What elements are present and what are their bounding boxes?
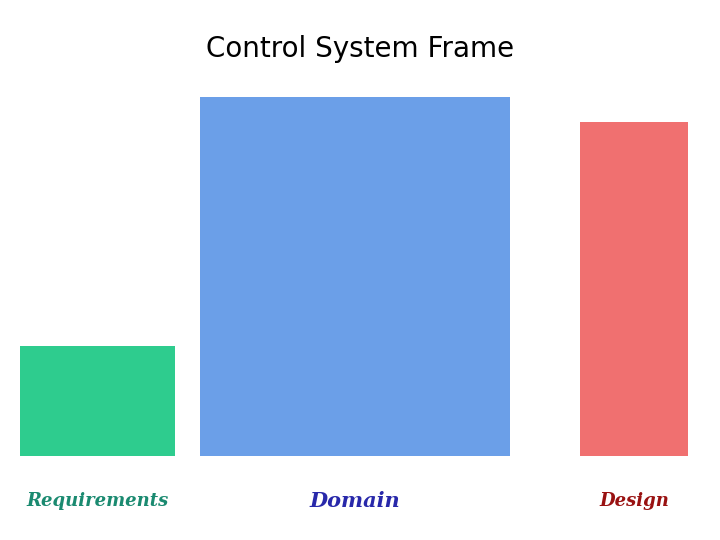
Bar — [580, 122, 688, 456]
Text: Design: Design — [599, 492, 670, 510]
Text: Control System Frame: Control System Frame — [206, 35, 514, 63]
Bar — [200, 97, 510, 456]
Text: Domain: Domain — [310, 491, 400, 511]
Bar — [20, 346, 175, 456]
Text: Requirements: Requirements — [26, 492, 168, 510]
